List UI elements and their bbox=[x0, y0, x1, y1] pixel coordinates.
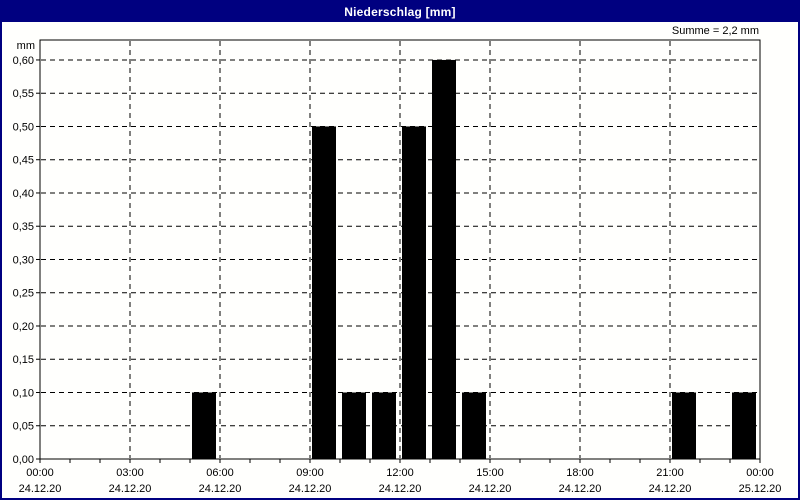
y-tick-label: 0,45 bbox=[13, 155, 34, 167]
x-tick-time-label: 15:00 bbox=[476, 467, 504, 479]
x-tick-time-label: 00:00 bbox=[26, 467, 54, 479]
y-tick-label: 0,40 bbox=[13, 188, 34, 200]
x-tick-time-label: 09:00 bbox=[296, 467, 324, 479]
precipitation-bar bbox=[402, 126, 426, 459]
window-title: Niederschlag [mm] bbox=[344, 5, 456, 19]
x-tick-date-label: 24.12.20 bbox=[289, 483, 332, 495]
y-tick-label: 0,35 bbox=[13, 221, 34, 233]
precipitation-bar bbox=[732, 392, 756, 459]
y-tick-label: 0,00 bbox=[13, 454, 34, 466]
x-tick-date-label: 24.12.20 bbox=[109, 483, 152, 495]
precipitation-bar bbox=[342, 392, 366, 459]
precipitation-bar-chart: 0,00 0,05 0,10 0,15 0,20 0,25 0,30 0,35 0,40 0,45… bbox=[13, 39, 782, 495]
precipitation-bar bbox=[312, 126, 336, 459]
y-tick-label: 0,60 bbox=[13, 55, 34, 67]
x-tick-date-label: 25.12.20 bbox=[739, 483, 782, 495]
x-tick-date-label: 24.12.20 bbox=[379, 483, 422, 495]
x-tick-date-label: 24.12.20 bbox=[649, 483, 692, 495]
y-tick-label: 0,50 bbox=[13, 121, 34, 133]
precipitation-bar bbox=[372, 392, 396, 459]
x-tick-date-label: 24.12.20 bbox=[19, 483, 62, 495]
y-tick-label: 0,10 bbox=[13, 387, 34, 399]
x-tick-time-label: 03:00 bbox=[116, 467, 144, 479]
y-axis-unit-label: mm bbox=[17, 40, 35, 52]
y-tick-label: 0,30 bbox=[13, 254, 34, 266]
precipitation-bar bbox=[192, 392, 216, 459]
x-tick-time-label: 00:00 bbox=[746, 467, 774, 479]
x-tick-date-label: 24.12.20 bbox=[469, 483, 512, 495]
chart-area: Summe = 2,2 mm 0,00 0,05 0,10 0,15 0,20 0,25 0… bbox=[2, 22, 798, 496]
precipitation-bar bbox=[432, 59, 456, 459]
y-tick-label: 0,05 bbox=[13, 421, 34, 433]
sum-label: Summe = 2,2 mm bbox=[671, 25, 759, 37]
precipitation-bar bbox=[672, 392, 696, 459]
y-tick-label: 0,55 bbox=[13, 88, 34, 100]
y-tick-label: 0,15 bbox=[13, 354, 34, 366]
x-tick-time-label: 06:00 bbox=[206, 467, 234, 479]
window-titlebar: Niederschlag [mm] bbox=[2, 2, 798, 22]
y-tick-label: 0,20 bbox=[13, 321, 34, 333]
x-tick-time-label: 12:00 bbox=[386, 467, 414, 479]
x-tick-date-label: 24.12.20 bbox=[559, 483, 602, 495]
x-tick-time-label: 18:00 bbox=[566, 467, 594, 479]
y-tick-label: 0,25 bbox=[13, 288, 34, 300]
precipitation-bar bbox=[462, 392, 486, 459]
x-tick-date-label: 24.12.20 bbox=[199, 483, 242, 495]
x-tick-time-label: 21:00 bbox=[656, 467, 684, 479]
